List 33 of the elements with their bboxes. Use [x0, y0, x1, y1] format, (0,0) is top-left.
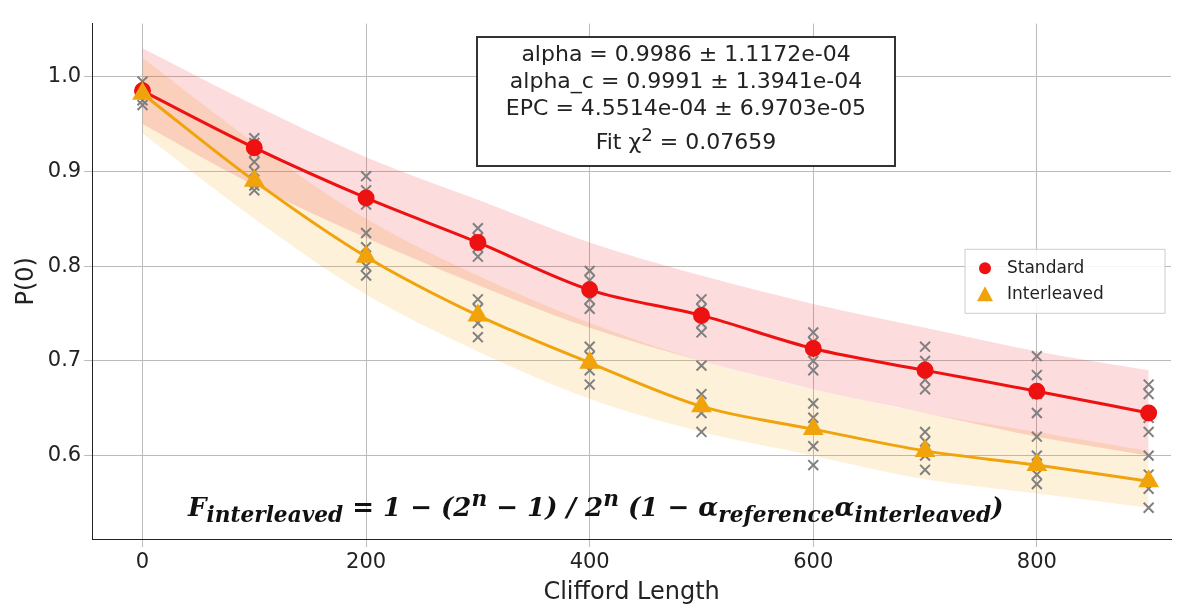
point — [581, 281, 599, 299]
point — [468, 304, 488, 322]
annotation: alpha_c = 0.9991 ± 1.3941e-04 — [508, 67, 864, 94]
point — [916, 361, 934, 379]
point — [803, 418, 823, 436]
annotation: EPC = 4.5514e-04 ± 6.9703e-05 — [504, 94, 868, 121]
y-axis-title: P(0) — [10, 257, 39, 306]
x-tick-label: 0 — [135, 549, 150, 574]
point — [1139, 470, 1158, 488]
x-tick-label: 800 — [1016, 549, 1057, 574]
y-tick-label: 0.9 — [47, 157, 82, 182]
legend-label: Standard — [1007, 256, 1085, 277]
point — [1028, 382, 1046, 400]
y-tick-label: 0.6 — [47, 442, 82, 467]
point — [357, 189, 375, 207]
y-tick-label: 0.8 — [47, 252, 82, 277]
text: F$_{interleaved}$ = 1 − (2$^{n}$ − 1) / 2$^{n}$ (1 − α$_{reference}$α$_{interleaved}$) — [188, 486, 1004, 527]
annotation: Fit χ$^{2}$ = 0.07659 — [594, 123, 778, 156]
annotation: alpha = 0.9986 ± 1.1172e-04 — [520, 40, 852, 67]
point — [356, 246, 376, 263]
x-axis-title: Clifford Length — [543, 576, 720, 605]
x-tick-label: 600 — [793, 549, 834, 574]
x-tick-label: 200 — [346, 549, 387, 574]
point — [1140, 404, 1158, 422]
point — [915, 440, 935, 457]
y-tick-label: 0.7 — [47, 347, 82, 372]
legend-label: Interleaved — [1007, 282, 1104, 303]
x-tick-label: 400 — [569, 549, 610, 574]
point — [1027, 454, 1047, 472]
point — [692, 395, 711, 413]
y-tick-label: 1.0 — [47, 63, 82, 88]
point — [804, 340, 822, 358]
point — [692, 306, 710, 324]
